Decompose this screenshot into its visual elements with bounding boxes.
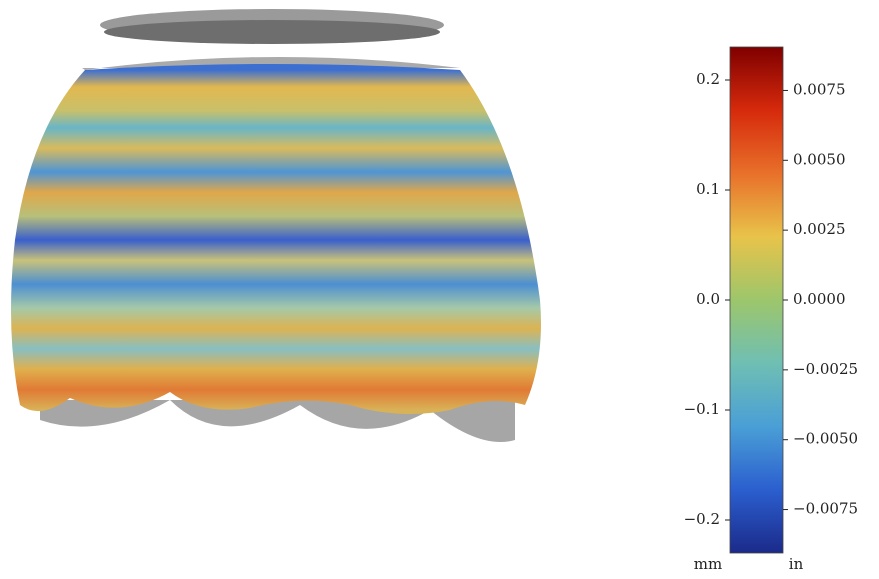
y-tick-label: −0.1 bbox=[684, 400, 720, 418]
y2-tick-label: 0.0000 bbox=[793, 290, 846, 308]
y2-tick-label: 0.0025 bbox=[793, 220, 846, 238]
y-tick-label: −0.2 bbox=[684, 510, 720, 528]
y2-tick-label: −0.0025 bbox=[793, 360, 858, 378]
y2-tick-label: 0.0075 bbox=[793, 80, 846, 98]
y2-tick-label: 0.0050 bbox=[793, 150, 846, 168]
surface-render bbox=[11, 9, 541, 442]
y2-axis-label: in bbox=[789, 555, 804, 573]
colorbar: mm in bbox=[694, 46, 804, 573]
y2-tick-label: −0.0075 bbox=[793, 500, 858, 518]
y-axis-label: mm bbox=[694, 555, 722, 573]
y2-tick-label: −0.0050 bbox=[793, 430, 858, 448]
y-tick-label: 0.0 bbox=[696, 290, 720, 308]
deviation-surface bbox=[11, 64, 541, 414]
y-tick-label: 0.1 bbox=[696, 180, 720, 198]
y-tick-label: 0.2 bbox=[696, 70, 720, 88]
colorbar-body bbox=[729, 46, 784, 554]
rim-inner bbox=[104, 20, 440, 44]
